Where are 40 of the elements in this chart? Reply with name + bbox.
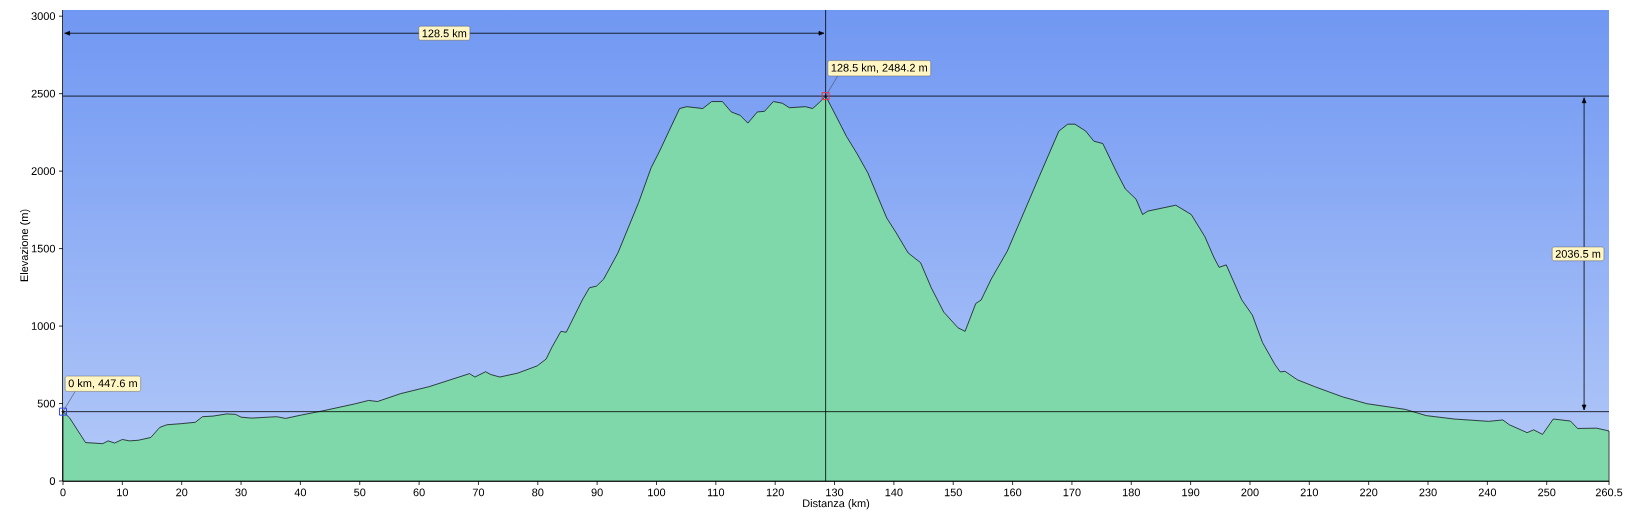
x-tick-label: 180: [1122, 488, 1140, 497]
y-tick-label: 0: [49, 477, 56, 485]
x-tick-label: 120: [766, 488, 784, 497]
x-tick-label: 160: [1004, 488, 1022, 497]
annotation: 128.5 km: [422, 29, 467, 38]
x-tick-label: 50: [354, 488, 366, 497]
x-tick-label: 140: [885, 488, 903, 497]
x-tick-label: 40: [294, 488, 307, 497]
annotation: 128.5 km, 2484.2 m: [831, 63, 927, 73]
x-tick-label: 10: [117, 488, 128, 497]
annotation: 2036.5 m: [1555, 250, 1601, 258]
x-tick-label: 130: [826, 488, 844, 497]
y-tick-label: 1000: [31, 322, 56, 330]
y-tick-label: 2500: [31, 89, 56, 98]
x-tick-label: 30: [235, 488, 247, 497]
x-tick-label: 100: [648, 488, 666, 497]
annotation: 0 km, 447.6 m: [68, 379, 137, 389]
x-tick-label: 240: [1478, 488, 1497, 497]
x-tick-label: 230: [1419, 488, 1437, 497]
x-tick-label: 260.5: [1595, 488, 1623, 497]
x-tick-label: 200: [1241, 488, 1259, 497]
x-tick-label: 210: [1300, 488, 1319, 497]
x-tick-label: 60: [413, 488, 425, 497]
x-tick-label: 20: [176, 488, 188, 497]
x-tick-label: 110: [707, 488, 725, 497]
x-tick-label: 220: [1360, 488, 1378, 497]
x-tick-label: 0: [60, 488, 66, 497]
x-tick-label: 150: [944, 488, 962, 497]
x-tick-label: 250: [1538, 488, 1556, 497]
x-tick-label: 190: [1182, 488, 1200, 497]
x-tick-label: 90: [591, 488, 603, 497]
y-tick-label: 2000: [31, 167, 56, 176]
x-tick-label: 70: [472, 488, 485, 497]
x-tick-label: 80: [532, 488, 544, 497]
y-tick-label: 3000: [31, 12, 56, 21]
y-tick-label: 500: [37, 399, 56, 408]
y-tick-label: 1500: [31, 244, 56, 253]
y-axis-title: Elevazione (m): [20, 209, 31, 282]
x-tick-label: 170: [1063, 488, 1081, 497]
x-axis-title: Distanza (km): [803, 499, 870, 510]
